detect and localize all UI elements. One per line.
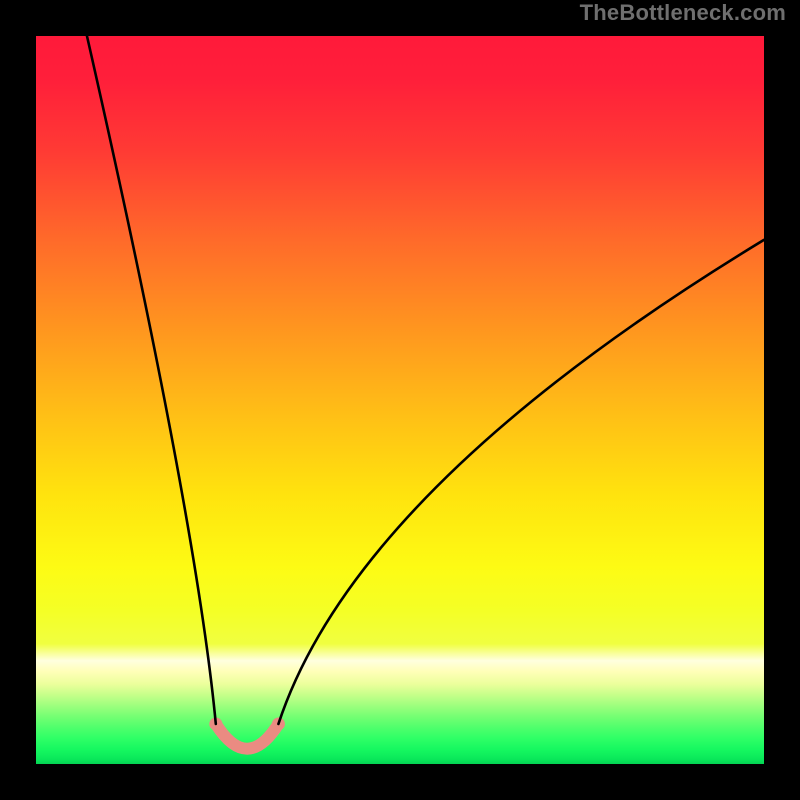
chart-svg: [0, 0, 800, 800]
plot-area: [36, 36, 764, 764]
stage: TheBottleneck.com: [0, 0, 800, 800]
